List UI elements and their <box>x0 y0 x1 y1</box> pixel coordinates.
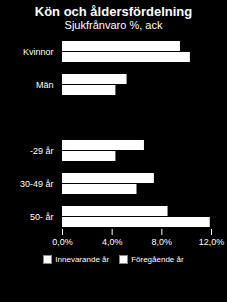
svg-text:-29 år: -29 år <box>30 146 54 156</box>
svg-text:8,0%: 8,0% <box>152 237 173 247</box>
svg-text:0,0%: 0,0% <box>52 237 73 247</box>
svg-text:4,0%: 4,0% <box>102 237 123 247</box>
html-text:Sjukfrånvaro %, ack: Sjukfrånvaro %, ack <box>64 19 163 31</box>
svg-text:12,0%: 12,0% <box>199 237 225 247</box>
svg-text:Män: Män <box>36 80 54 90</box>
svg-text:Kvinnor: Kvinnor <box>23 47 54 57</box>
html-text:Föregående år: Föregående år <box>131 255 184 264</box>
html-text:Innevarande år: Innevarande år <box>55 255 110 264</box>
html-text:Kön och åldersfördelning: Kön och åldersfördelning <box>34 4 193 19</box>
svg-text:50- år: 50- år <box>30 212 54 222</box>
svg-text:30-49 år: 30-49 år <box>20 179 54 189</box>
